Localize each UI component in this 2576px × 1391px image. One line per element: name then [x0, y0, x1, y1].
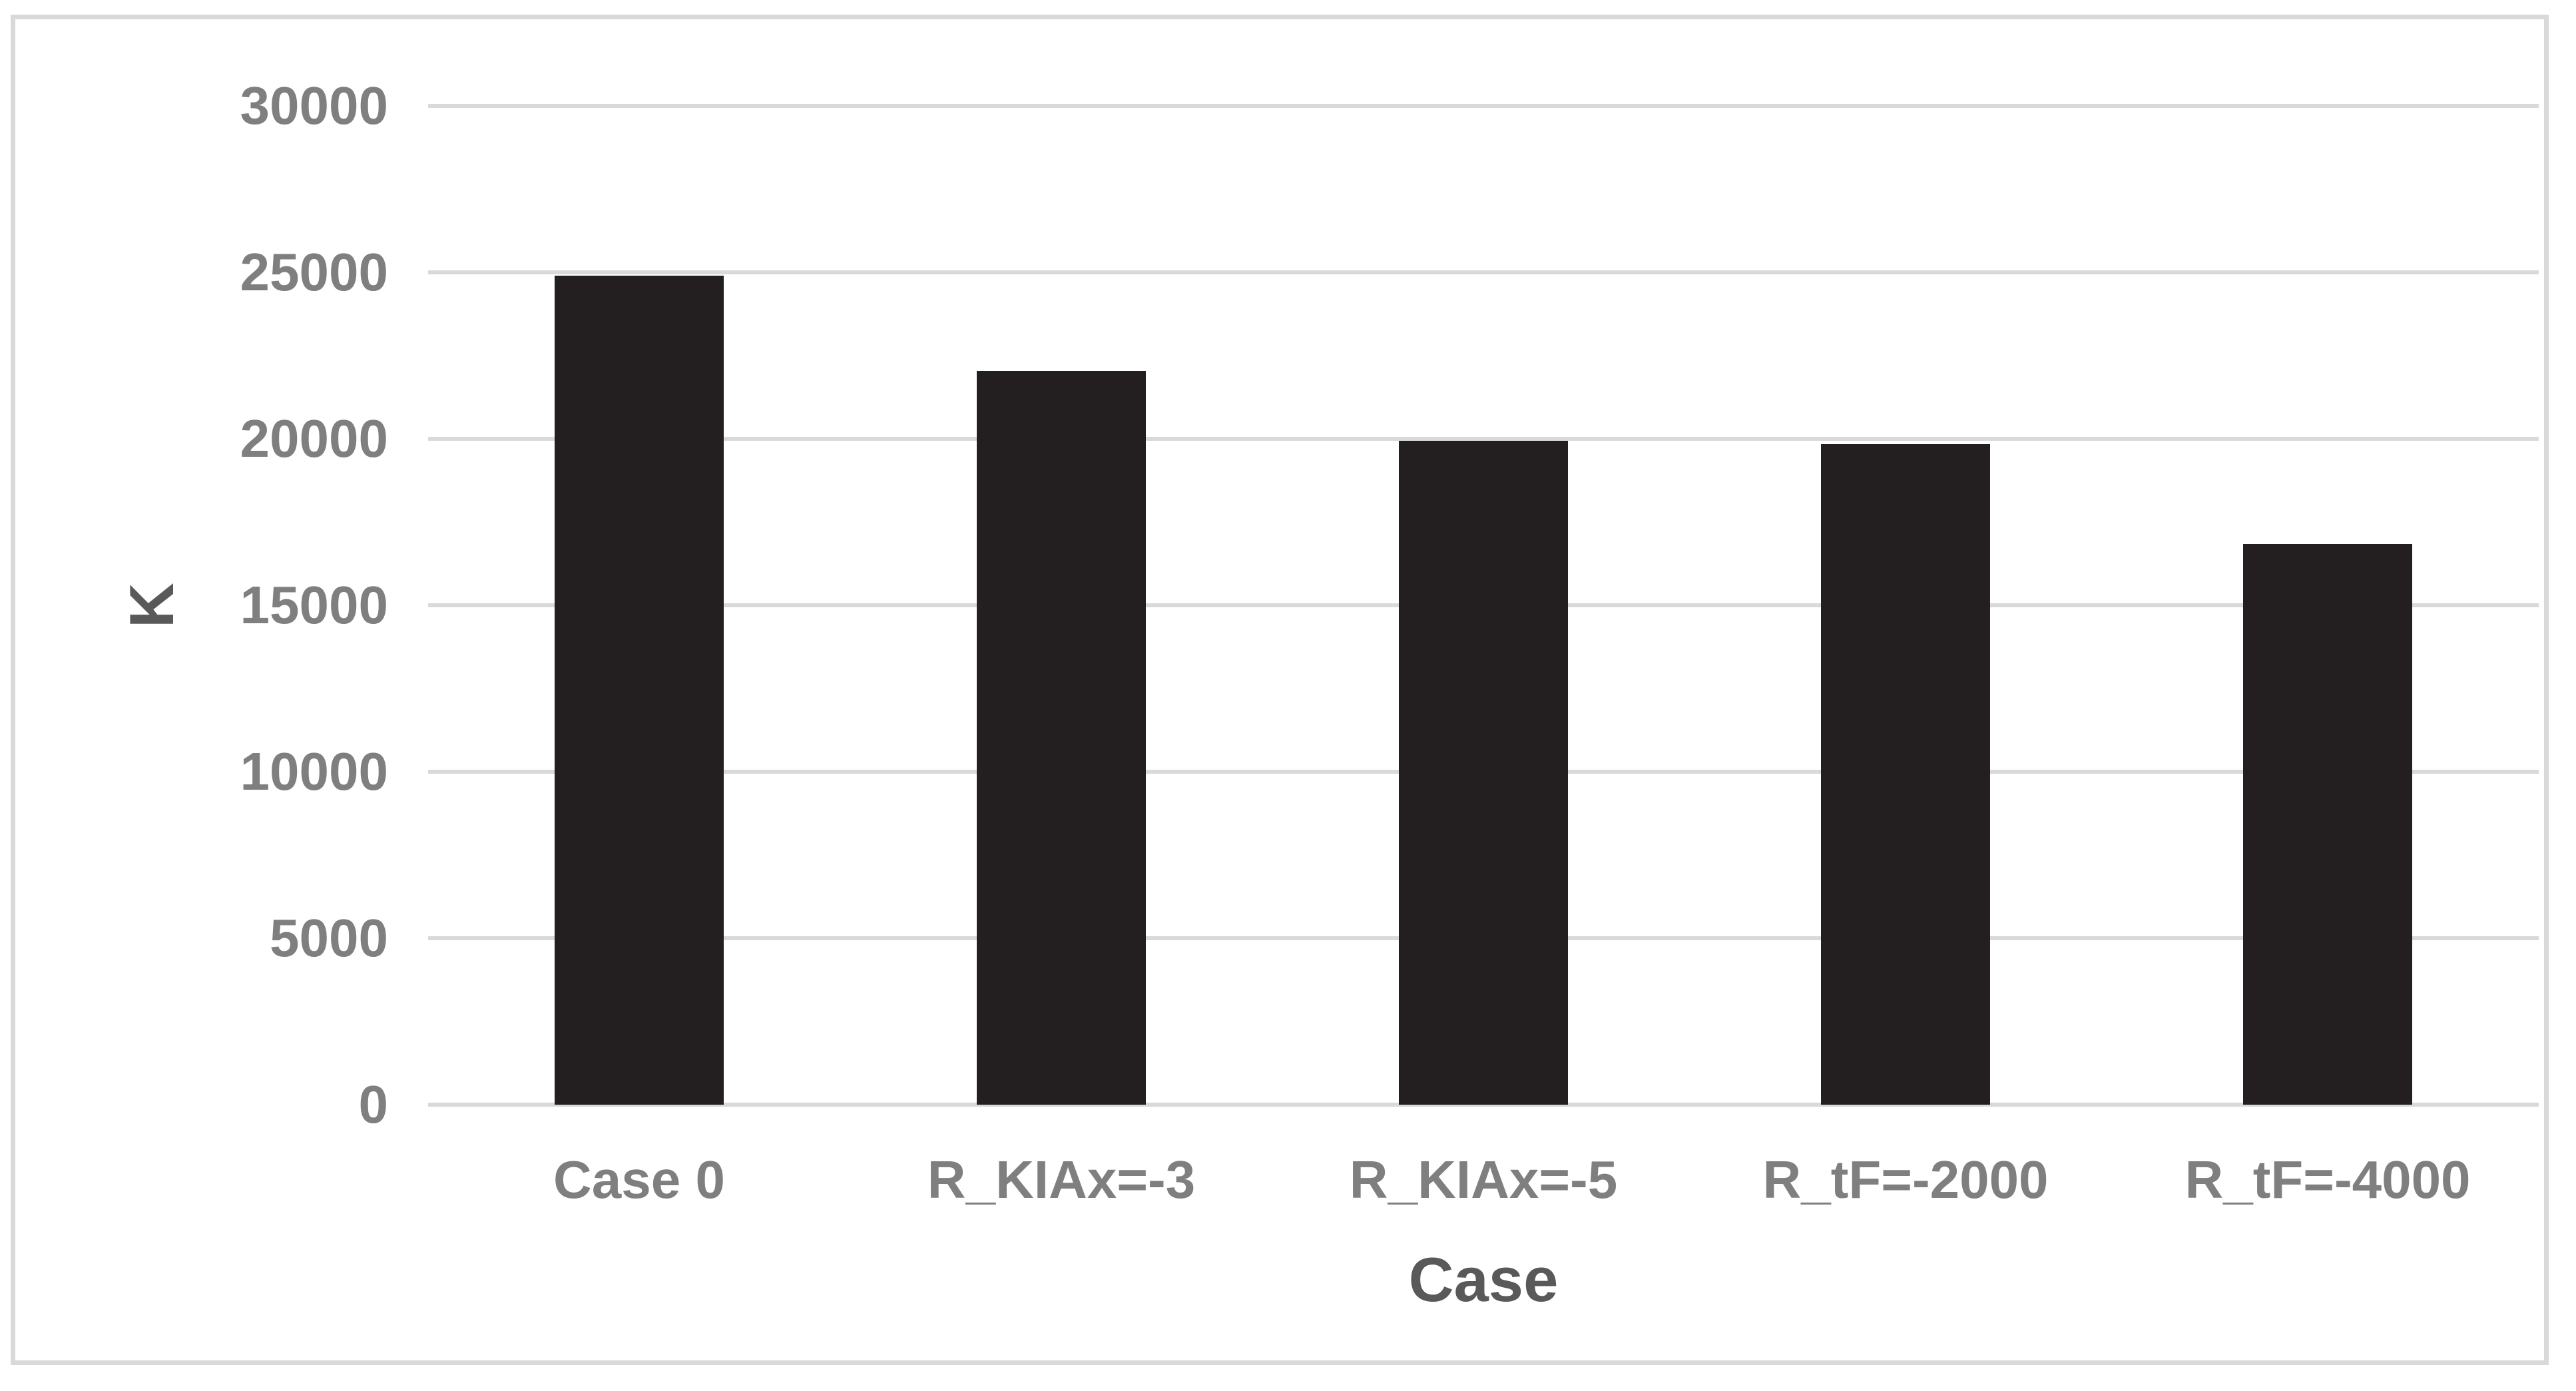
plot-area [428, 104, 2539, 1107]
y-tick-label: 0 [358, 1075, 389, 1134]
gridline [428, 1103, 2539, 1107]
x-tick-label: R_KIAx=-3 [927, 1150, 1196, 1209]
x-axis-title: Case [1408, 1245, 1559, 1314]
bar [555, 276, 724, 1105]
y-tick-label: 15000 [240, 575, 388, 635]
x-tick-label: Case 0 [553, 1150, 725, 1209]
gridline [428, 437, 2539, 441]
y-tick-label: 10000 [240, 742, 388, 801]
x-tick-label: R_KIAx=-5 [1349, 1150, 1618, 1209]
chart-figure: 0 5000 10000 15000 20000 25000 30000 Case 0 R_K… [11, 15, 2549, 1365]
y-tick-label: 5000 [270, 908, 388, 968]
bar [1821, 443, 1990, 1105]
y-tick-label: 20000 [240, 409, 388, 468]
x-tick-label: R_tF=-4000 [2185, 1150, 2471, 1209]
bar [1399, 440, 1568, 1105]
bar [2243, 543, 2412, 1105]
gridline [428, 104, 2539, 108]
gridline [428, 270, 2539, 274]
x-tick-label: R_tF=-2000 [1762, 1150, 2049, 1209]
y-tick-label: 25000 [240, 242, 388, 302]
bar [977, 370, 1146, 1105]
y-tick-label: 30000 [240, 76, 388, 135]
